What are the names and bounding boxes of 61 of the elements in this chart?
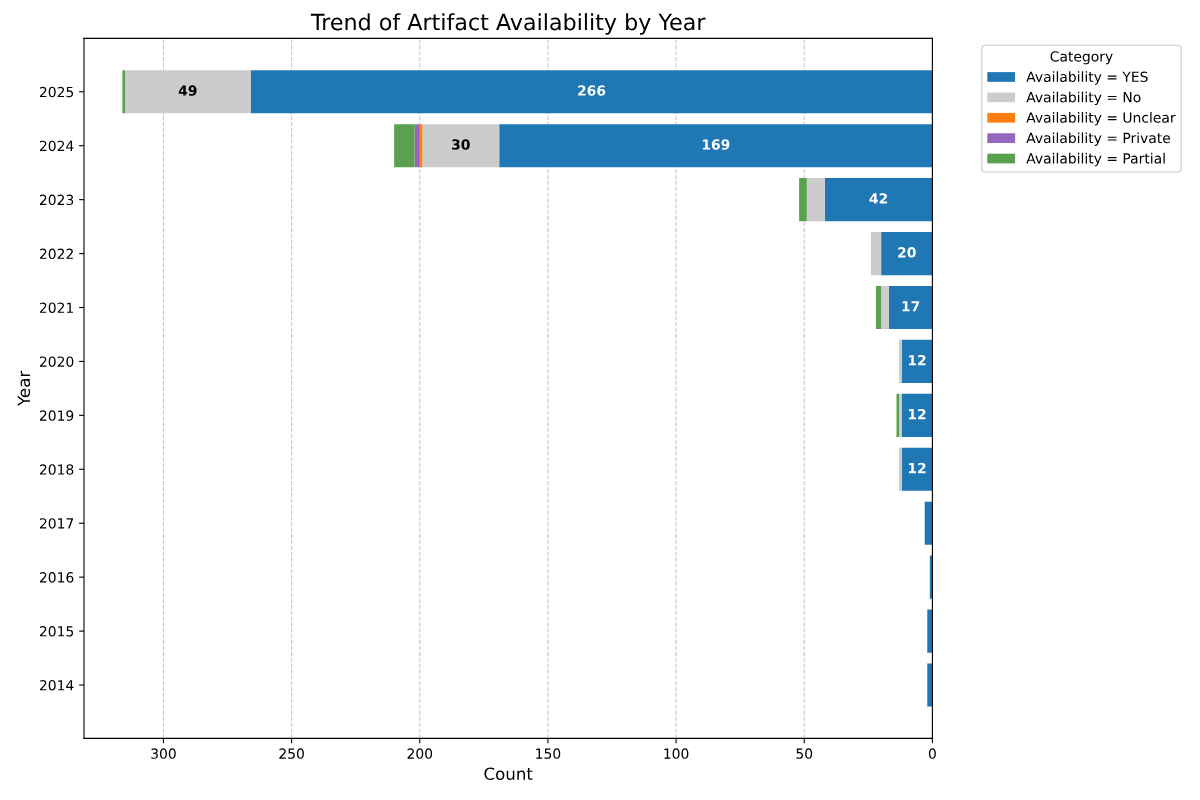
legend-label: Availability = Partial: [1026, 152, 1165, 167]
bar: [122, 70, 126, 114]
x-tick-label: 300: [151, 748, 176, 759]
bar: [876, 285, 882, 330]
y-tick-label: 2020: [39, 356, 74, 367]
y-tick-label: 2025: [39, 86, 74, 98]
y-tick-label: 2024: [39, 140, 74, 152]
bar: [901, 393, 933, 437]
legend-label: Availability = Unclear: [1026, 112, 1176, 126]
data-label: 30: [452, 139, 470, 150]
bar: [870, 232, 882, 276]
y-tick-label: 2021: [39, 302, 73, 313]
y-tick-label: 2018: [39, 464, 74, 475]
bar: [927, 663, 933, 707]
data-label: 12: [908, 462, 926, 474]
y-tick-label: 2022: [39, 248, 73, 260]
bar: [414, 124, 420, 168]
legend-label: Availability = No: [1026, 91, 1141, 106]
bar: [499, 124, 933, 168]
data-label: 12: [908, 354, 926, 366]
x-tick-label: 0: [928, 748, 936, 759]
legend-label: Availability = Private: [1026, 132, 1171, 146]
chart-title: Trend of Artifact Availability by Year: [310, 13, 706, 35]
y-tick-label: 2017: [39, 518, 74, 529]
data-label: 266: [578, 85, 606, 96]
y-tick-label: 2015: [39, 626, 74, 637]
bar: [899, 339, 902, 384]
y-tick-label: 2019: [39, 410, 74, 421]
bar: [927, 609, 933, 653]
legend-title: Category: [1050, 51, 1113, 65]
bar: [881, 232, 933, 276]
bar: [394, 124, 415, 168]
bar: [901, 447, 933, 491]
x-tick-label: 250: [279, 748, 304, 759]
x-axis-title: Count: [484, 767, 533, 781]
bar: [125, 70, 251, 114]
bar: [250, 70, 933, 114]
x-tick-label: 150: [536, 748, 561, 759]
y-axis-title: Year: [17, 370, 31, 407]
bar: [422, 124, 500, 168]
data-label: 17: [902, 301, 920, 312]
bar: [799, 178, 807, 222]
bar: [924, 501, 933, 545]
data-label: 12: [908, 408, 926, 420]
data-label: 42: [869, 193, 888, 204]
x-tick-label: 200: [407, 748, 433, 759]
data-label: 20: [898, 247, 916, 258]
data-label: 49: [178, 85, 197, 96]
bar: [901, 339, 933, 384]
y-tick-label: 2023: [39, 194, 74, 206]
y-tick-label: 2016: [39, 572, 74, 583]
bar: [899, 447, 902, 491]
bar: [824, 178, 933, 222]
y-tick-label: 2014: [39, 679, 74, 691]
legend-label: Availability = YES: [1026, 71, 1148, 85]
bar: [888, 285, 933, 330]
bar: [806, 178, 825, 222]
x-tick-label: 50: [796, 748, 813, 759]
x-tick-label: 100: [664, 748, 689, 759]
data-label: 169: [702, 139, 730, 150]
bar: [881, 285, 889, 330]
